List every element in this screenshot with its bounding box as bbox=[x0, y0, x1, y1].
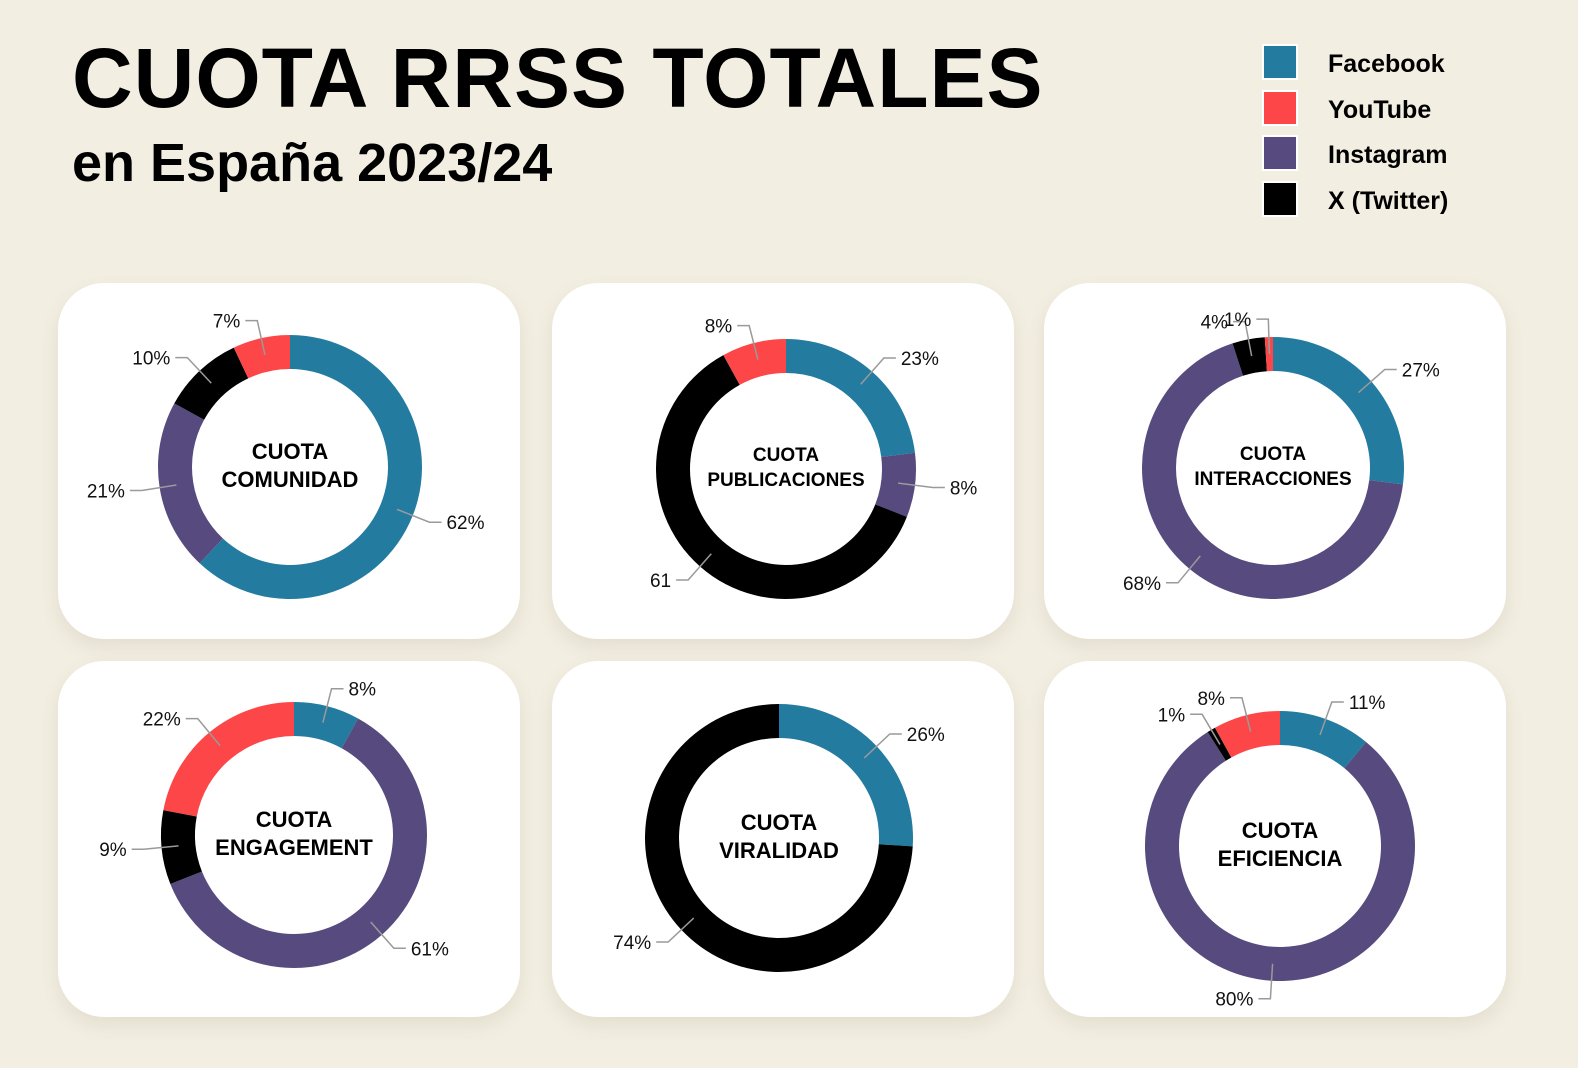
chart-center-label: CUOTA bbox=[256, 807, 333, 832]
donut-slice-x-twitter bbox=[656, 355, 907, 599]
legend-label-twitter: X (Twitter) bbox=[1328, 186, 1449, 215]
leader-line bbox=[1229, 697, 1252, 732]
leader-line bbox=[396, 508, 442, 523]
slice-value-label: 1% bbox=[1224, 310, 1252, 331]
chart-card-engagement: 8% 61% 9% 22% CUOTA ENGAGEMENT bbox=[58, 661, 520, 1017]
chart-center-label: CUOTA bbox=[1240, 444, 1306, 465]
donut-slice-instagram bbox=[158, 403, 223, 564]
slice-value-label: 26% bbox=[907, 725, 945, 746]
legend-swatch-twitter bbox=[1262, 180, 1298, 217]
chart-center-label: CUOTA bbox=[252, 439, 329, 464]
chart-card-viralidad: 26% 74% CUOTA VIRALIDAD bbox=[552, 661, 1014, 1017]
donut-slice-facebook bbox=[1280, 711, 1367, 769]
chart-center-label: COMUNIDAD bbox=[222, 467, 359, 492]
slice-value-label: 7% bbox=[213, 312, 241, 333]
leader-line bbox=[129, 484, 177, 492]
leader-line bbox=[322, 687, 344, 723]
leader-line bbox=[898, 482, 945, 489]
donut-slice-facebook bbox=[786, 339, 915, 457]
slice-value-label: 61 bbox=[650, 571, 671, 592]
leader-line bbox=[175, 356, 212, 384]
slice-value-label: 8% bbox=[950, 479, 978, 500]
slice-value-label: 4% bbox=[1201, 313, 1229, 334]
chart-center-label: CUOTA bbox=[753, 445, 819, 466]
slice-value-label: 23% bbox=[901, 349, 939, 370]
donut-slice-x-twitter bbox=[161, 810, 202, 884]
leader-line bbox=[1258, 963, 1274, 1000]
leader-line bbox=[245, 319, 266, 355]
slice-value-label: 22% bbox=[143, 710, 181, 731]
chart-center-label: CUOTA bbox=[1242, 818, 1319, 843]
donut-chart-eficiencia: 11% 80% 1% 8% CUOTA EFICIENCIA bbox=[1145, 689, 1415, 1011]
page-title: CUOTA RRSS TOTALES bbox=[72, 31, 1044, 125]
slice-value-label: 61% bbox=[411, 939, 449, 960]
slice-value-label: 80% bbox=[1215, 990, 1253, 1011]
slice-value-label: 8% bbox=[349, 680, 377, 701]
donut-chart-viralidad: 26% 74% CUOTA VIRALIDAD bbox=[613, 704, 945, 972]
leader-line bbox=[656, 917, 695, 943]
slice-value-label: 8% bbox=[705, 317, 733, 338]
chart-center-label: CUOTA bbox=[741, 810, 818, 835]
donut-chart-publicaciones: 23% 8% 61 8% CUOTA PUBLICACIONES bbox=[650, 317, 978, 599]
donut-slice-youtube bbox=[1264, 337, 1273, 372]
leader-line bbox=[860, 357, 896, 385]
donut-slice-x-twitter bbox=[1232, 337, 1267, 376]
slice-value-label: 27% bbox=[1402, 360, 1440, 381]
chart-center-label: ENGAGEMENT bbox=[215, 835, 373, 860]
donut-chart-engagement: 8% 61% 9% 22% CUOTA ENGAGEMENT bbox=[99, 680, 449, 968]
leader-line bbox=[1256, 318, 1271, 355]
leader-line bbox=[1319, 701, 1344, 736]
donut-chart-interacciones: 27% 68% 4%1% CUOTA INTERACCIONES bbox=[1123, 310, 1440, 599]
legend-label-youtube: YouTube bbox=[1328, 95, 1432, 124]
leader-line bbox=[1358, 368, 1397, 394]
slice-value-label: 68% bbox=[1123, 574, 1161, 595]
leader-line bbox=[185, 717, 221, 747]
legend-swatch-youtube bbox=[1262, 89, 1298, 126]
donut-slice-youtube bbox=[1214, 711, 1280, 758]
leader-line bbox=[737, 324, 759, 360]
legend-label-facebook: Facebook bbox=[1328, 50, 1445, 78]
donut-slice-facebook bbox=[779, 704, 913, 847]
donut-slice-x-twitter bbox=[174, 347, 249, 420]
donut-slice-facebook bbox=[1273, 337, 1404, 485]
donut-slice-facebook bbox=[294, 702, 359, 749]
legend-swatch-facebook bbox=[1262, 44, 1298, 80]
slice-value-label: 21% bbox=[87, 481, 125, 502]
donut-slice-youtube bbox=[233, 335, 290, 379]
chart-card-eficiencia: 11% 80% 1% 8% CUOTA EFICIENCIA bbox=[1044, 661, 1506, 1017]
slice-value-label: 9% bbox=[99, 840, 127, 861]
chart-card-comunidad: 62% 21% 10% 7% CUOTA COMUNIDAD bbox=[58, 283, 520, 639]
slice-value-label: 1% bbox=[1158, 705, 1186, 726]
leader-line bbox=[1190, 713, 1221, 745]
donut-slice-instagram bbox=[875, 452, 916, 517]
chart-center-label: PUBLICACIONES bbox=[707, 470, 864, 491]
leader-line bbox=[131, 845, 179, 850]
leader-line bbox=[1166, 555, 1201, 584]
slice-value-label: 74% bbox=[613, 933, 651, 954]
donut-chart-comunidad: 62% 21% 10% 7% CUOTA COMUNIDAD bbox=[87, 312, 485, 599]
donut-slice-facebook bbox=[199, 335, 423, 599]
leader-line bbox=[676, 553, 712, 581]
slice-value-label: 62% bbox=[446, 513, 484, 534]
page-subtitle: en España 2023/24 bbox=[72, 133, 553, 193]
leader-line bbox=[1233, 320, 1253, 357]
chart-center-label: INTERACCIONES bbox=[1194, 469, 1351, 490]
slice-value-label: 10% bbox=[132, 349, 170, 370]
chart-card-publicaciones: 23% 8% 61 8% CUOTA PUBLICACIONES bbox=[552, 283, 1014, 639]
slice-value-label: 8% bbox=[1197, 689, 1225, 710]
chart-card-interacciones: 27% 68% 4% 1% CUOTA INTERACCIONES bbox=[1044, 283, 1506, 639]
slice-value-label: 11% bbox=[1349, 693, 1386, 714]
legend-label-instagram: Instagram bbox=[1328, 141, 1448, 169]
donut-slice-youtube bbox=[163, 702, 294, 817]
leader-line bbox=[863, 733, 902, 759]
chart-center-label: VIRALIDAD bbox=[719, 838, 839, 863]
leader-line bbox=[370, 921, 406, 950]
donut-slice-youtube bbox=[723, 339, 786, 385]
legend-swatch-instagram bbox=[1262, 135, 1298, 171]
chart-center-label: EFICIENCIA bbox=[1218, 846, 1343, 871]
